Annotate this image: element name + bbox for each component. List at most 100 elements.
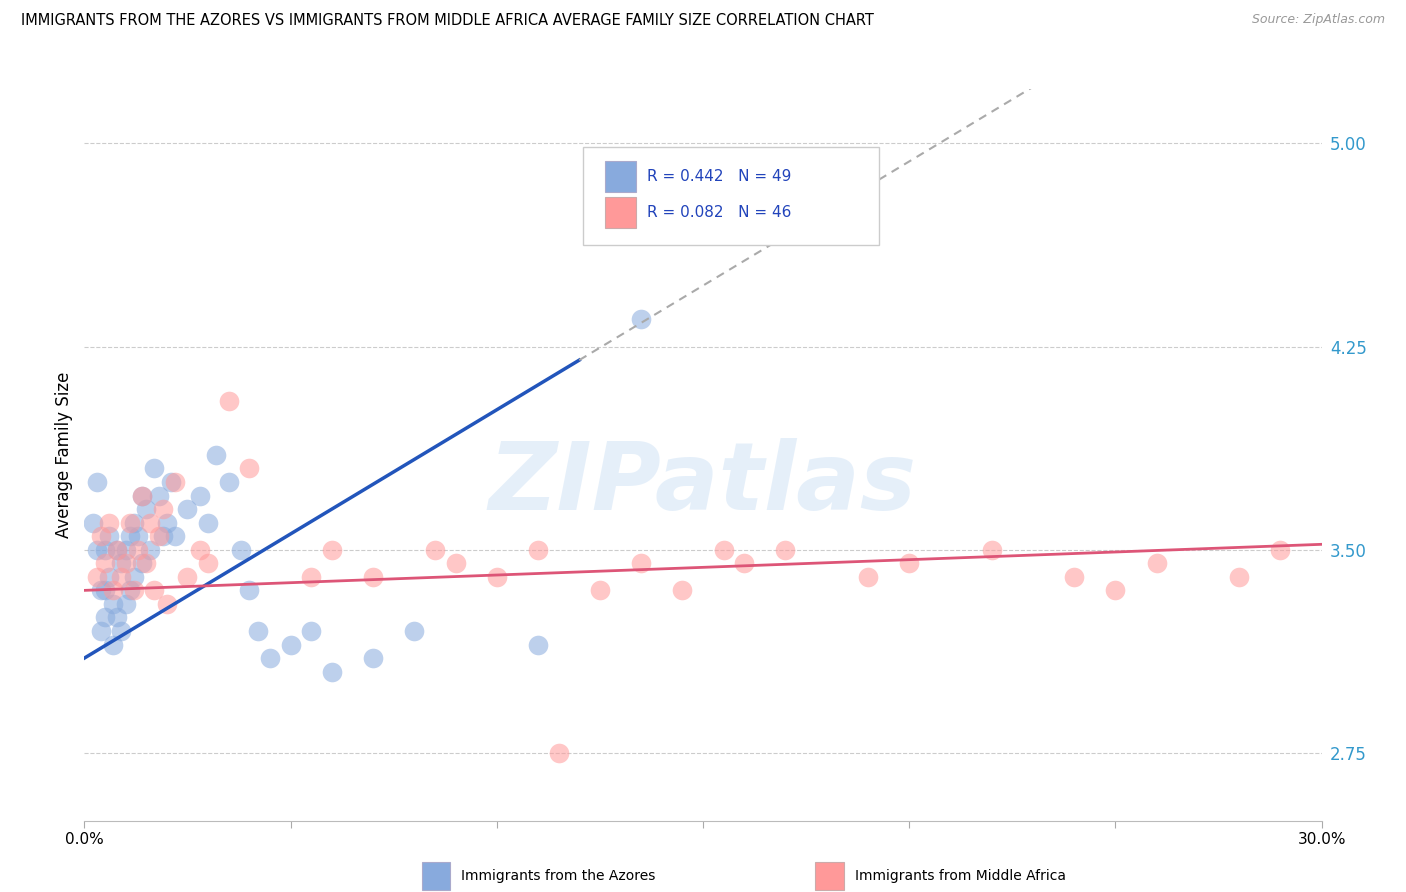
Point	[299, 570, 322, 584]
Point	[143, 461, 166, 475]
Point	[86, 570, 108, 584]
Point	[82, 516, 104, 530]
Point	[361, 651, 384, 665]
Point	[105, 610, 128, 624]
Point	[238, 583, 260, 598]
Point	[94, 556, 117, 570]
Point	[110, 624, 132, 638]
Point	[1063, 570, 1085, 584]
Point	[90, 583, 112, 598]
Point	[299, 624, 322, 638]
Text: R = 0.082   N = 46: R = 0.082 N = 46	[647, 205, 792, 219]
Point	[1146, 556, 1168, 570]
Point	[527, 638, 550, 652]
Point	[105, 542, 128, 557]
Point	[94, 610, 117, 624]
Point	[898, 556, 921, 570]
Point	[152, 529, 174, 543]
Point	[630, 312, 652, 326]
Point	[165, 475, 187, 489]
Point	[176, 502, 198, 516]
Point	[547, 746, 569, 760]
Point	[444, 556, 467, 570]
Point	[143, 583, 166, 598]
Point	[404, 624, 426, 638]
Text: Source: ZipAtlas.com: Source: ZipAtlas.com	[1251, 13, 1385, 27]
Text: Immigrants from Middle Africa: Immigrants from Middle Africa	[855, 869, 1066, 883]
Point	[118, 583, 141, 598]
Point	[1270, 542, 1292, 557]
Point	[98, 529, 121, 543]
Point	[98, 516, 121, 530]
Point	[156, 516, 179, 530]
Point	[103, 638, 125, 652]
Point	[980, 542, 1002, 557]
Point	[122, 516, 145, 530]
Point	[733, 556, 755, 570]
Point	[94, 583, 117, 598]
Point	[127, 542, 149, 557]
Point	[218, 393, 240, 408]
Point	[110, 556, 132, 570]
Point	[86, 475, 108, 489]
Point	[103, 597, 125, 611]
Point	[321, 542, 343, 557]
Point	[152, 502, 174, 516]
Point	[90, 624, 112, 638]
Point	[114, 597, 136, 611]
Point	[527, 542, 550, 557]
Point	[139, 542, 162, 557]
Point	[135, 556, 157, 570]
Y-axis label: Average Family Size: Average Family Size	[55, 372, 73, 538]
Text: Immigrants from the Azores: Immigrants from the Azores	[461, 869, 655, 883]
Point	[246, 624, 269, 638]
Point	[139, 516, 162, 530]
Point	[110, 570, 132, 584]
Point	[118, 529, 141, 543]
Point	[94, 542, 117, 557]
Point	[105, 542, 128, 557]
Point	[114, 542, 136, 557]
Point	[86, 542, 108, 557]
Point	[197, 516, 219, 530]
Point	[122, 570, 145, 584]
Point	[156, 597, 179, 611]
Point	[135, 502, 157, 516]
Point	[205, 448, 228, 462]
Point	[280, 638, 302, 652]
Point	[90, 529, 112, 543]
Point	[122, 583, 145, 598]
Text: R = 0.442   N = 49: R = 0.442 N = 49	[647, 169, 792, 184]
Text: IMMIGRANTS FROM THE AZORES VS IMMIGRANTS FROM MIDDLE AFRICA AVERAGE FAMILY SIZE : IMMIGRANTS FROM THE AZORES VS IMMIGRANTS…	[21, 13, 875, 29]
Point	[114, 556, 136, 570]
Point	[361, 570, 384, 584]
Point	[131, 556, 153, 570]
Point	[630, 556, 652, 570]
Point	[148, 489, 170, 503]
Point	[321, 665, 343, 679]
Point	[713, 542, 735, 557]
Point	[218, 475, 240, 489]
Point	[98, 570, 121, 584]
Point	[485, 570, 508, 584]
Text: ZIPatlas: ZIPatlas	[489, 438, 917, 530]
Point	[197, 556, 219, 570]
Point	[165, 529, 187, 543]
Point	[238, 461, 260, 475]
Point	[127, 529, 149, 543]
Point	[176, 570, 198, 584]
Point	[229, 542, 252, 557]
Point	[131, 489, 153, 503]
Point	[259, 651, 281, 665]
Point	[188, 542, 211, 557]
Point	[423, 542, 446, 557]
Point	[589, 583, 612, 598]
Point	[103, 583, 125, 598]
Point	[1227, 570, 1250, 584]
Point	[1104, 583, 1126, 598]
Point	[671, 583, 693, 598]
Point	[148, 529, 170, 543]
Point	[160, 475, 183, 489]
Point	[856, 570, 879, 584]
Point	[131, 489, 153, 503]
